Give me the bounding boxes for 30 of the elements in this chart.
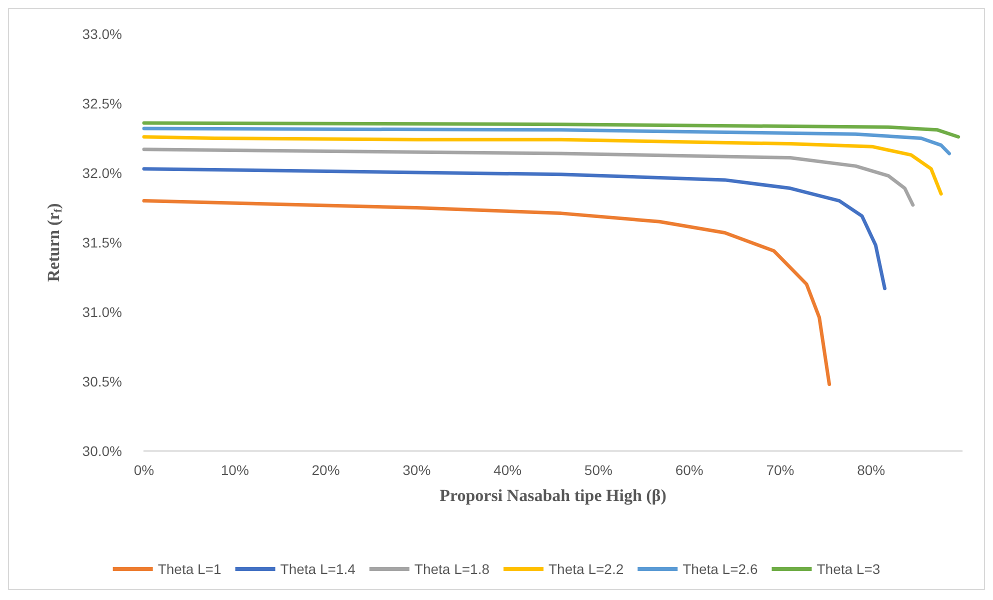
line-series [142,126,952,156]
x-tick-label: 20% [312,462,340,478]
x-tick-label: 10% [220,462,249,478]
x-axis-title: Proporsi Nasabah tipe High (β) [440,486,666,505]
line-series [142,148,915,207]
line-series [142,135,943,196]
x-tick-label: 40% [494,462,522,478]
line-series [142,167,886,290]
y-tick-label: 31.0% [82,304,122,320]
legend-label: Theta L=1.8 [414,561,490,577]
x-tick-label: 50% [584,462,612,478]
x-tick-label: 70% [766,462,794,478]
y-axis-title: Return (rf) [44,203,64,282]
legend-label: Theta L=2.6 [682,561,758,577]
x-tick-label: 60% [675,462,704,478]
y-tick-label: 30.0% [82,443,122,459]
y-tick-label: 31.5% [82,234,122,250]
y-tick-label: 32.0% [82,165,122,181]
legend-label: Theta L=1 [158,561,222,577]
x-tick-label: 30% [402,462,431,478]
y-tick-label: 33.0% [82,26,122,42]
line-series [142,199,832,386]
legend-label: Theta L=1.4 [280,561,356,577]
legend-label: Theta L=2.2 [548,561,624,577]
y-tick-label: 30.5% [82,374,122,390]
line-series [142,121,960,139]
y-tick-label: 32.5% [82,96,122,112]
legend-label: Theta L=3 [816,561,880,577]
x-tick-label: 80% [857,462,886,478]
x-tick-label: 0% [134,462,154,478]
